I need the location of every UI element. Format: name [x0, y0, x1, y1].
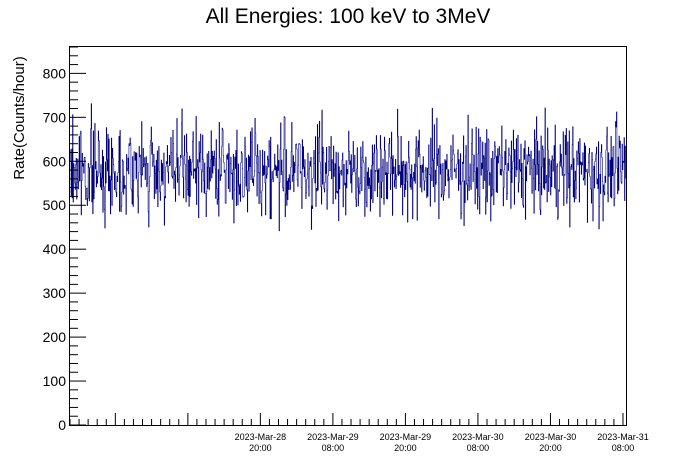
y-axis-label: Rate(Counts/hour) [11, 56, 28, 179]
x-tick-time-label: 08:00 [467, 443, 490, 453]
x-tick-date-label: 2023-Mar-31 [597, 432, 649, 442]
y-tick-label: 0 [58, 417, 66, 433]
x-tick-time-label: 08:00 [322, 443, 345, 453]
x-tick-time-label: 20:00 [249, 443, 272, 453]
y-tick-label: 600 [43, 153, 67, 169]
chart-title: All Energies: 100 keV to 3MeV [206, 5, 491, 28]
series-layer [70, 103, 626, 232]
y-tick-label: 500 [43, 197, 67, 213]
x-tick-date-label: 2023-Mar-28 [235, 432, 287, 442]
axes-layer: 01002003004005006007008002023-Mar-2820:0… [43, 46, 649, 453]
y-tick-label: 400 [43, 241, 67, 257]
y-tick-label: 200 [43, 329, 67, 345]
x-tick-time-label: 08:00 [612, 443, 635, 453]
x-tick-time-label: 20:00 [539, 443, 562, 453]
y-tick-label: 100 [43, 373, 67, 389]
x-tick-time-label: 20:00 [394, 443, 417, 453]
y-tick-label: 800 [43, 65, 67, 81]
y-tick-label: 300 [43, 285, 67, 301]
x-tick-date-label: 2023-Mar-30 [525, 432, 577, 442]
y-tick-label: 700 [43, 109, 67, 125]
x-tick-date-label: 2023-Mar-29 [380, 432, 432, 442]
x-tick-date-label: 2023-Mar-30 [452, 432, 504, 442]
plot-frame [69, 46, 627, 426]
rate-series-line [70, 103, 626, 232]
x-tick-date-label: 2023-Mar-29 [307, 432, 359, 442]
